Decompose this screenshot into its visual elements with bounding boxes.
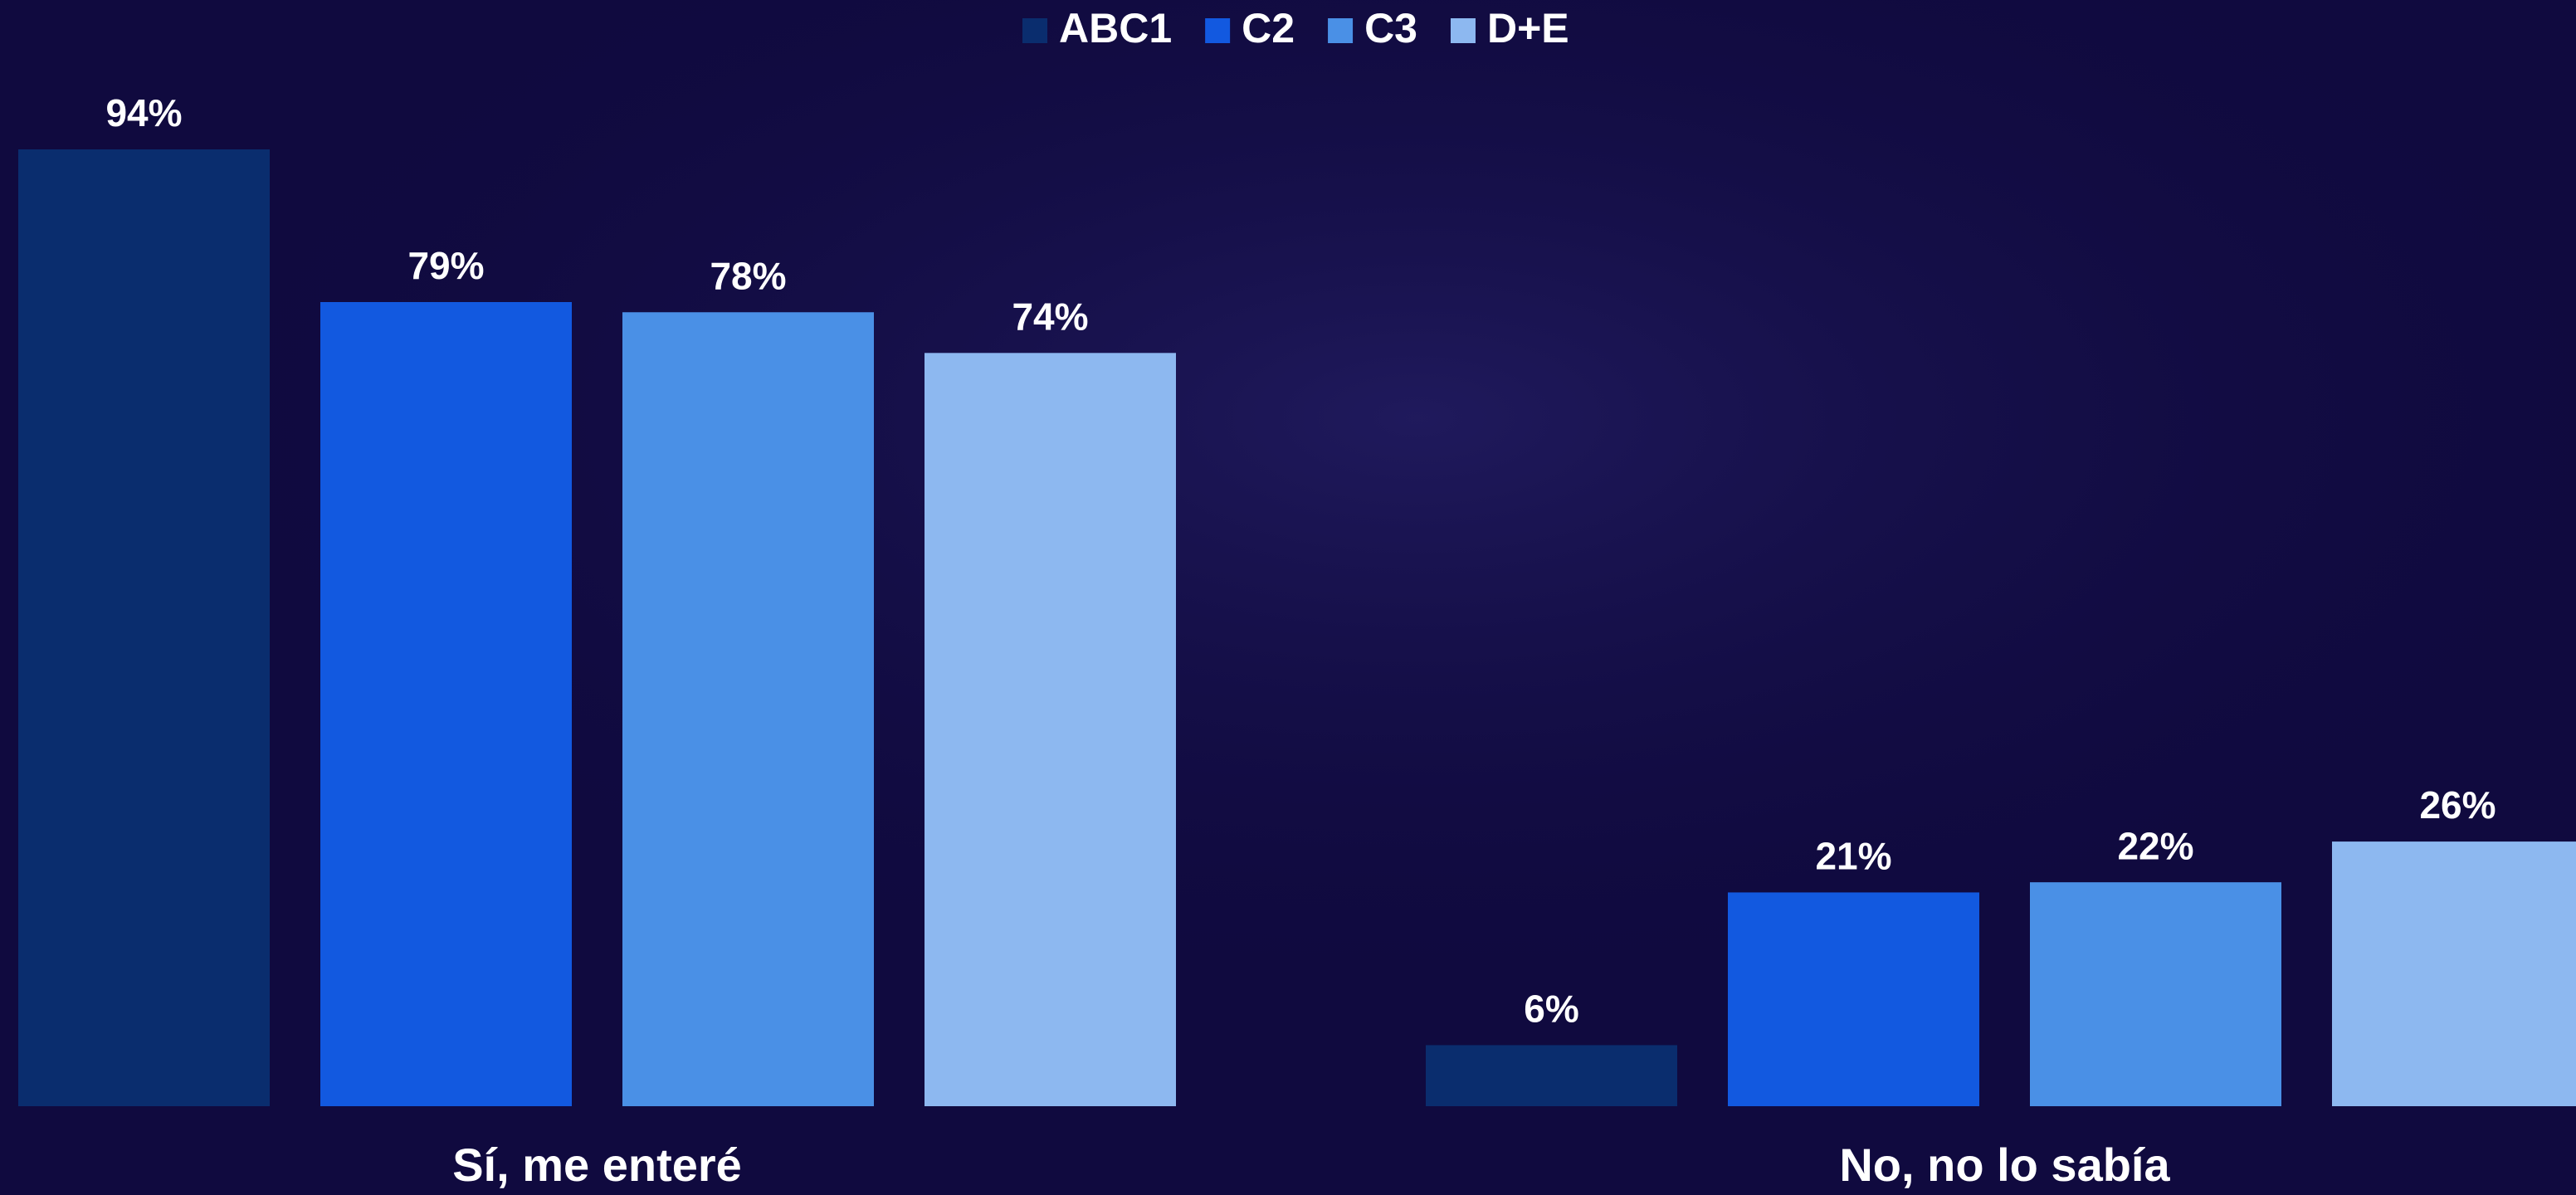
bar	[2030, 882, 2281, 1106]
value-label: 78%	[710, 254, 786, 297]
value-label: 94%	[105, 91, 182, 134]
category-label: Sí, me enteré	[452, 1139, 742, 1191]
value-label: 79%	[407, 244, 484, 287]
bar	[622, 312, 874, 1106]
legend-swatch	[1205, 18, 1231, 43]
legend-swatch	[1022, 18, 1047, 43]
bar	[1426, 1045, 1677, 1106]
bar	[1728, 892, 1979, 1106]
legend-label: ABC1	[1059, 5, 1172, 51]
bar	[320, 301, 572, 1106]
bar	[2332, 841, 2576, 1106]
value-label: 74%	[1012, 295, 1088, 338]
value-label: 21%	[1815, 835, 1891, 878]
legend-swatch	[1328, 18, 1354, 43]
value-label: 6%	[1524, 988, 1578, 1031]
bar	[925, 353, 1176, 1106]
value-label: 22%	[2117, 824, 2193, 867]
legend-swatch	[1450, 18, 1476, 43]
category-label: No, no lo sabía	[1839, 1139, 2170, 1191]
bar	[18, 149, 270, 1106]
legend-label: C3	[1364, 5, 1417, 51]
legend-label: C2	[1242, 5, 1295, 51]
value-label: 26%	[2419, 783, 2496, 827]
legend-label: D+E	[1487, 5, 1569, 51]
